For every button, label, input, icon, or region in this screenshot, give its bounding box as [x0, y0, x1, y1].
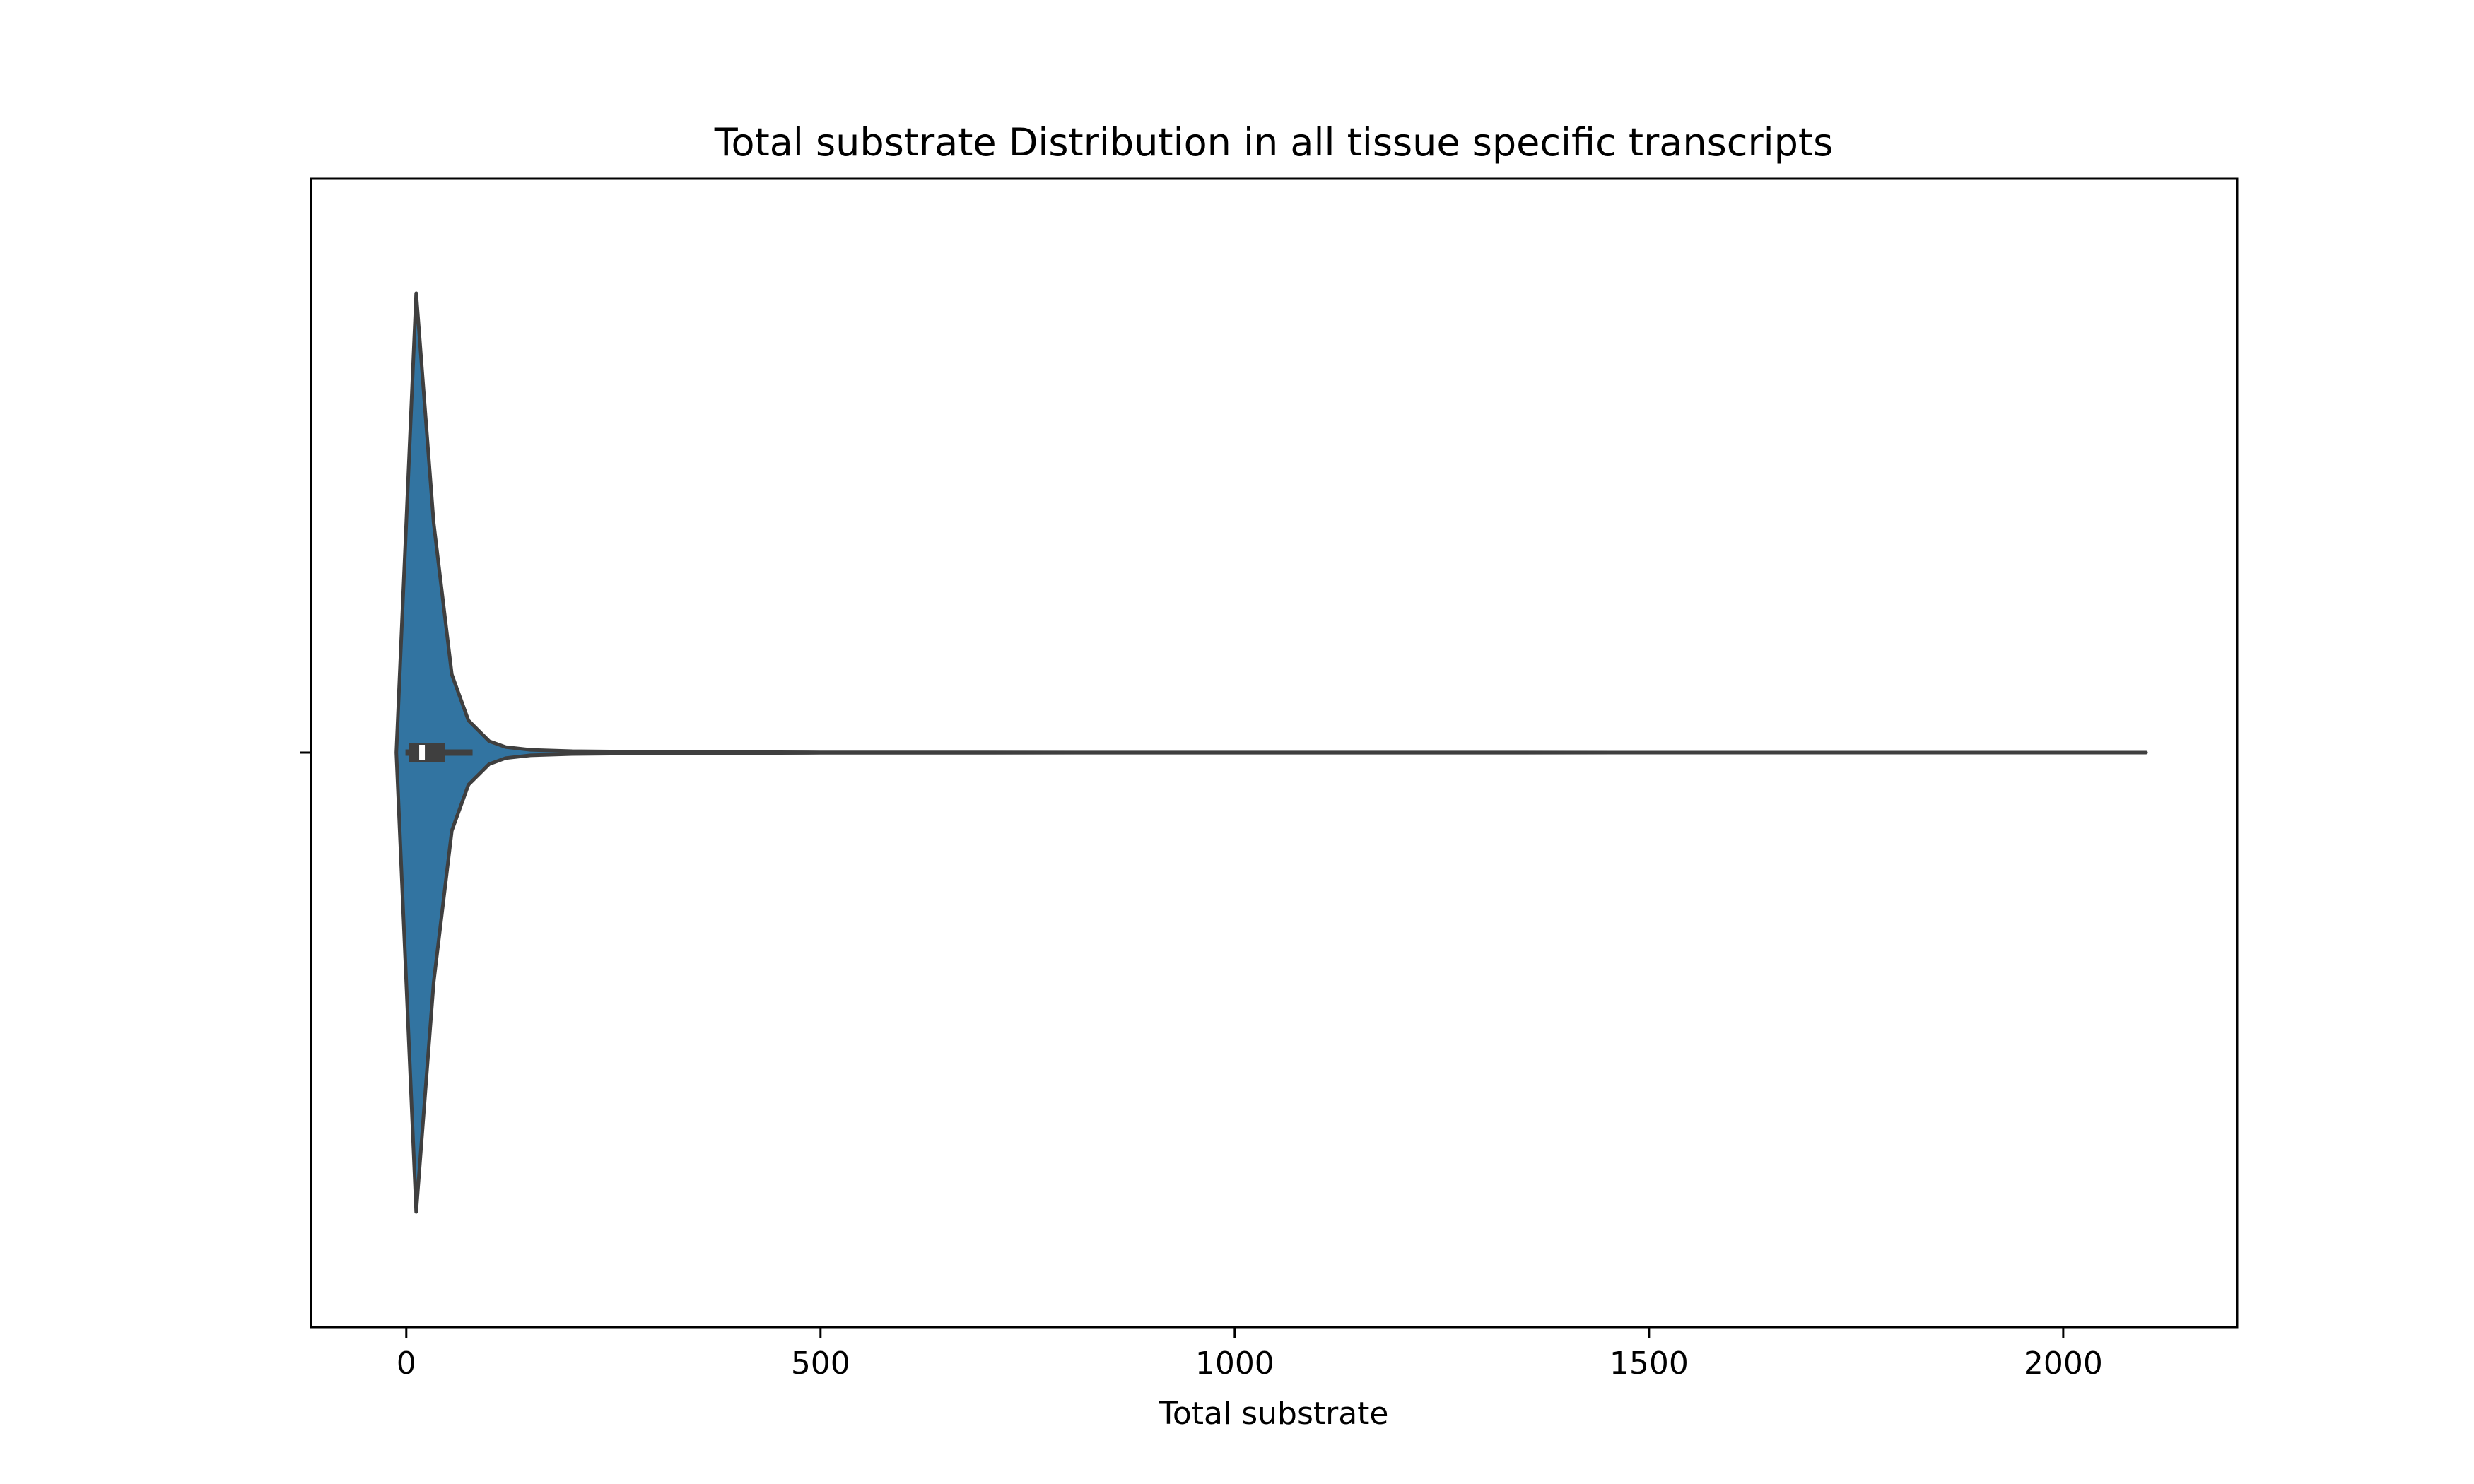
x-axis-label: Total substrate	[1158, 1396, 1388, 1432]
x-tick-label: 1000	[1195, 1345, 1274, 1382]
median-marker	[419, 745, 426, 760]
x-axis: 0 500 1000 1500 2000	[397, 1327, 2103, 1382]
x-tick-label: 1500	[1610, 1345, 1689, 1382]
chart-title: Total substrate Distribution in all tiss…	[714, 120, 1833, 165]
violin-body	[394, 291, 2148, 1214]
interquartile-box	[409, 743, 445, 762]
x-tick-label: 0	[397, 1345, 416, 1382]
x-tick-label: 2000	[2024, 1345, 2103, 1382]
plot-area	[394, 291, 2148, 1214]
x-tick-label: 500	[791, 1345, 850, 1382]
